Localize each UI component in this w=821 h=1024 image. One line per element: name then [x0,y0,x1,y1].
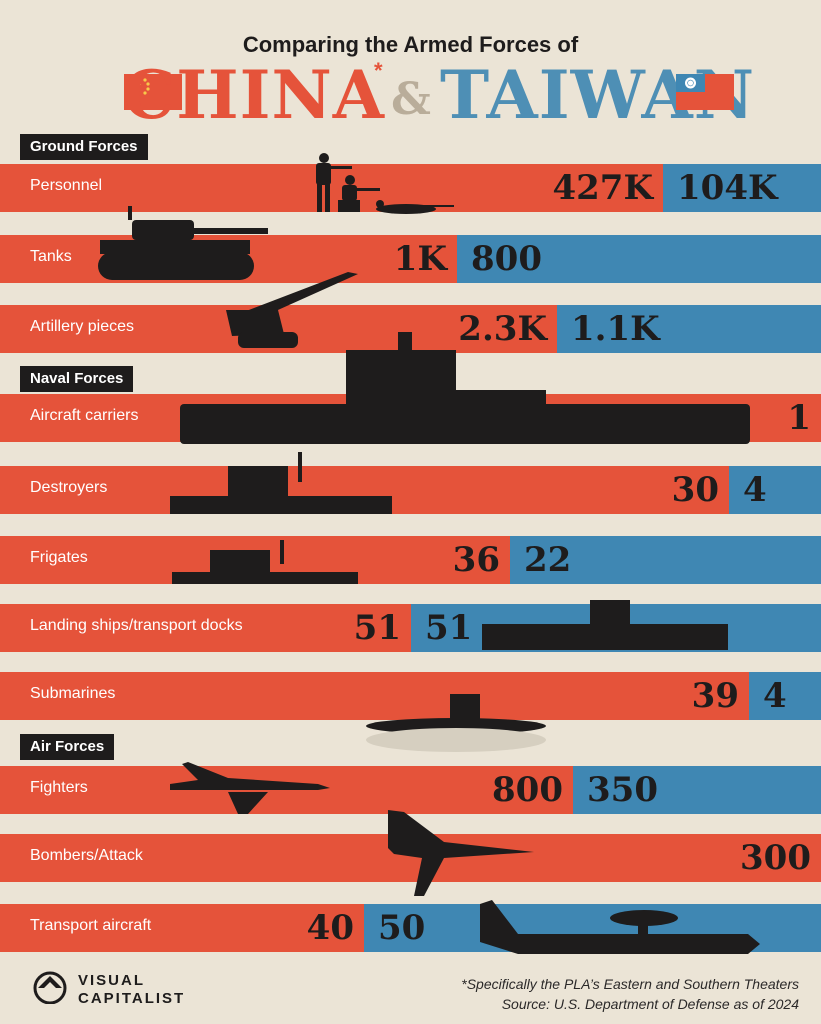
category-label: Destroyers [30,479,108,496]
china-value-label: 800 [492,770,563,810]
china-bar [0,164,663,212]
china-flag-icon [124,74,182,110]
visual-capitalist-logo-icon [33,971,67,1004]
logo-text: VISUAL CAPITALIST [78,972,186,1007]
china-title: CHINA [122,56,385,134]
taiwan-bar [729,466,821,514]
taiwan-value-label: 350 [587,770,658,810]
china-bar [0,904,364,952]
china-value-label: 300 [740,838,811,878]
taiwan-value-label: 4 [743,470,767,510]
category-label: Landing ships/transport docks [30,617,243,634]
section-label: Ground Forces [20,134,148,160]
category-label: Personnel [30,177,103,194]
landing-ship-icon [482,600,728,650]
category-label: Bombers/Attack [30,847,143,864]
category-label: Submarines [30,685,116,702]
taiwan-value-label: 50 [378,908,426,948]
category-label: Aircraft carriers [30,407,139,424]
china-value-label: 1K [393,239,447,279]
category-label: Fighters [30,779,88,796]
china-value-label: 51 [353,608,401,648]
title-ampersand: & [391,74,431,125]
china-bar [0,672,749,720]
category-label: Tanks [30,248,72,265]
tank-icon [98,206,268,280]
taiwan-bar [663,164,821,212]
submarine-icon [366,694,546,752]
taiwan-flag-icon [676,74,734,110]
transport-aircraft-icon [480,900,760,954]
china-value-label: 30 [671,470,719,510]
taiwan-bar [510,536,821,584]
china-asterisk: * [374,58,383,83]
soldiers-icon [316,153,454,214]
aircraft-carrier-icon [180,332,750,444]
taiwan-value-label: 51 [425,608,473,648]
category-label: Artillery pieces [30,318,135,335]
taiwan-value-label: 1.1K [571,309,660,349]
taiwan-value-label: 4 [763,676,787,716]
footnote: *Specifically the PLA’s Eastern and Sout… [461,976,799,1012]
china-value-label: 40 [306,908,354,948]
china-value-label: 1 [787,398,811,438]
section-label: Air Forces [20,734,115,760]
category-label: Transport aircraft [30,917,152,934]
china-value-label: 2.3K [458,309,547,349]
missile-launcher-icon [226,272,358,348]
taiwan-value-label: 22 [524,540,572,580]
china-bar [0,604,411,652]
taiwan-value-label: 104K [677,168,778,208]
taiwan-bar [749,672,821,720]
frigate-icon [172,540,358,584]
chart-subtitle: Comparing the Armed Forces of [242,32,579,57]
taiwan-bar [573,766,821,814]
section-label: Naval Forces [20,366,134,392]
destroyer-icon [170,452,392,514]
china-value-label: 36 [452,540,500,580]
bomber-icon [388,810,534,896]
taiwan-bar [457,235,821,283]
category-label: Frigates [30,549,88,566]
taiwan-bar [557,305,821,353]
fighter-jet-icon [170,762,330,814]
china-value-label: 39 [691,676,739,716]
taiwan-value-label: 800 [471,239,542,279]
china-value-label: 427K [552,168,653,208]
